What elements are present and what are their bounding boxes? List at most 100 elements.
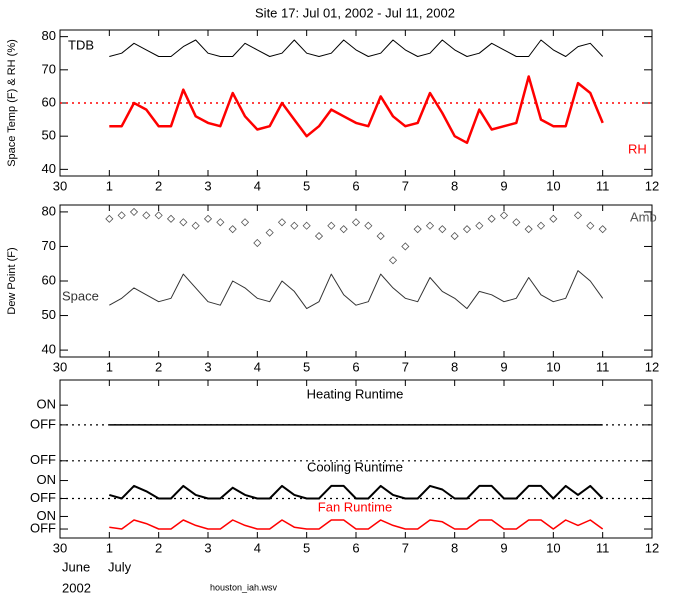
y-tick-label: 60 — [42, 94, 56, 109]
data-point — [314, 232, 324, 241]
series-label: Cooling Runtime — [307, 459, 403, 474]
data-point — [512, 218, 521, 227]
x-tick-label: 1 — [106, 178, 113, 193]
y-tick-label: 40 — [42, 342, 56, 357]
y-tick-label: OFF — [30, 416, 56, 431]
data-point — [462, 225, 472, 234]
x-tick-label: 2 — [155, 178, 162, 193]
x-tick-label: 2 — [155, 359, 162, 374]
data-point — [240, 218, 250, 227]
data-point — [105, 214, 114, 223]
x-tick-label: 3 — [204, 178, 211, 193]
x-tick-label: 8 — [451, 178, 458, 193]
x-tick-label: 9 — [500, 178, 507, 193]
x-tick-label: 6 — [352, 359, 359, 374]
series-label: Amb — [630, 209, 657, 224]
x-tick-label: 30 — [53, 359, 67, 374]
data-line — [109, 519, 604, 530]
x-tick-label: 3 — [204, 359, 211, 374]
y-axis-label: Dew Point (F) — [6, 247, 18, 314]
x-tick-label: 10 — [546, 540, 560, 555]
data-point — [351, 218, 361, 227]
data-point — [586, 221, 595, 230]
data-point — [290, 221, 299, 230]
x-tick-label: 10 — [546, 359, 560, 374]
data-point — [450, 232, 459, 241]
data-point — [203, 214, 213, 223]
y-tick-label: OFF — [30, 490, 56, 505]
data-point — [388, 256, 398, 265]
y-tick-label: 40 — [42, 161, 56, 176]
x-tick-label: 9 — [500, 540, 507, 555]
y-tick-label: 70 — [42, 61, 56, 76]
series-label: RH — [628, 141, 647, 156]
x-tick-label: 6 — [352, 540, 359, 555]
x-tick-label: 7 — [402, 359, 409, 374]
data-point — [376, 232, 385, 241]
data-point — [475, 221, 484, 230]
x-tick-label: 6 — [352, 178, 359, 193]
x-tick-label: 1 — [106, 540, 113, 555]
x-tick-label: 11 — [596, 359, 610, 374]
data-point — [536, 221, 546, 230]
x-tick-label: 4 — [254, 178, 261, 193]
data-point — [216, 218, 225, 227]
x-tick-label: 1 — [106, 359, 113, 374]
x-tick-label: 12 — [645, 540, 659, 555]
x-tick-label: 2 — [155, 540, 162, 555]
data-point — [117, 211, 126, 220]
y-tick-label: ON — [37, 472, 57, 487]
data-point — [524, 225, 533, 234]
x-tick-label: 3 — [204, 540, 211, 555]
data-point — [228, 225, 237, 234]
year-label: 2002 — [62, 580, 91, 595]
x-tick-label: 10 — [546, 178, 560, 193]
x-tick-label: 11 — [596, 540, 610, 555]
x-tick-label: 5 — [303, 359, 310, 374]
y-axis-label: Space Temp (F) & RH (%) — [6, 39, 18, 167]
data-point — [129, 207, 139, 216]
y-tick-label: 80 — [42, 203, 56, 218]
y-tick-label: 80 — [42, 28, 56, 43]
data-point — [179, 218, 188, 227]
data-point — [154, 211, 163, 220]
y-tick-label: 60 — [42, 272, 56, 287]
series-label: Space — [62, 288, 99, 303]
data-point — [327, 221, 336, 230]
annotation: houston_iah.wsv — [210, 582, 278, 592]
y-tick-label: 70 — [42, 238, 56, 253]
data-point — [598, 225, 607, 234]
x-tick-label: 5 — [303, 178, 310, 193]
data-line — [109, 39, 604, 57]
x-tick-label: 7 — [402, 540, 409, 555]
x-tick-label: 9 — [500, 359, 507, 374]
y-tick-label: ON — [37, 397, 57, 412]
chart-title: Site 17: Jul 01, 2002 - Jul 11, 2002 — [255, 5, 455, 20]
x-tick-label: 11 — [596, 178, 610, 193]
data-point — [401, 242, 410, 251]
data-point — [413, 225, 422, 234]
month-label: July — [108, 559, 132, 574]
data-point — [364, 221, 373, 230]
series-label: Fan Runtime — [318, 499, 392, 514]
data-point — [142, 211, 151, 220]
x-tick-label: 4 — [254, 540, 261, 555]
x-tick-label: 5 — [303, 540, 310, 555]
x-tick-label: 12 — [645, 359, 659, 374]
month-label: June — [62, 559, 90, 574]
data-point — [277, 218, 287, 227]
plot-frame — [59, 204, 653, 358]
x-tick-label: 8 — [451, 359, 458, 374]
data-point — [549, 214, 558, 223]
data-point — [487, 214, 496, 223]
data-line — [109, 270, 604, 310]
data-point — [425, 221, 435, 230]
x-tick-label: 12 — [645, 178, 659, 193]
data-line — [109, 484, 604, 500]
data-point — [302, 221, 311, 230]
data-point — [191, 221, 200, 230]
data-point — [265, 228, 274, 237]
series-label: TDB — [68, 37, 94, 52]
data-point — [438, 225, 447, 234]
data-point — [573, 211, 583, 220]
